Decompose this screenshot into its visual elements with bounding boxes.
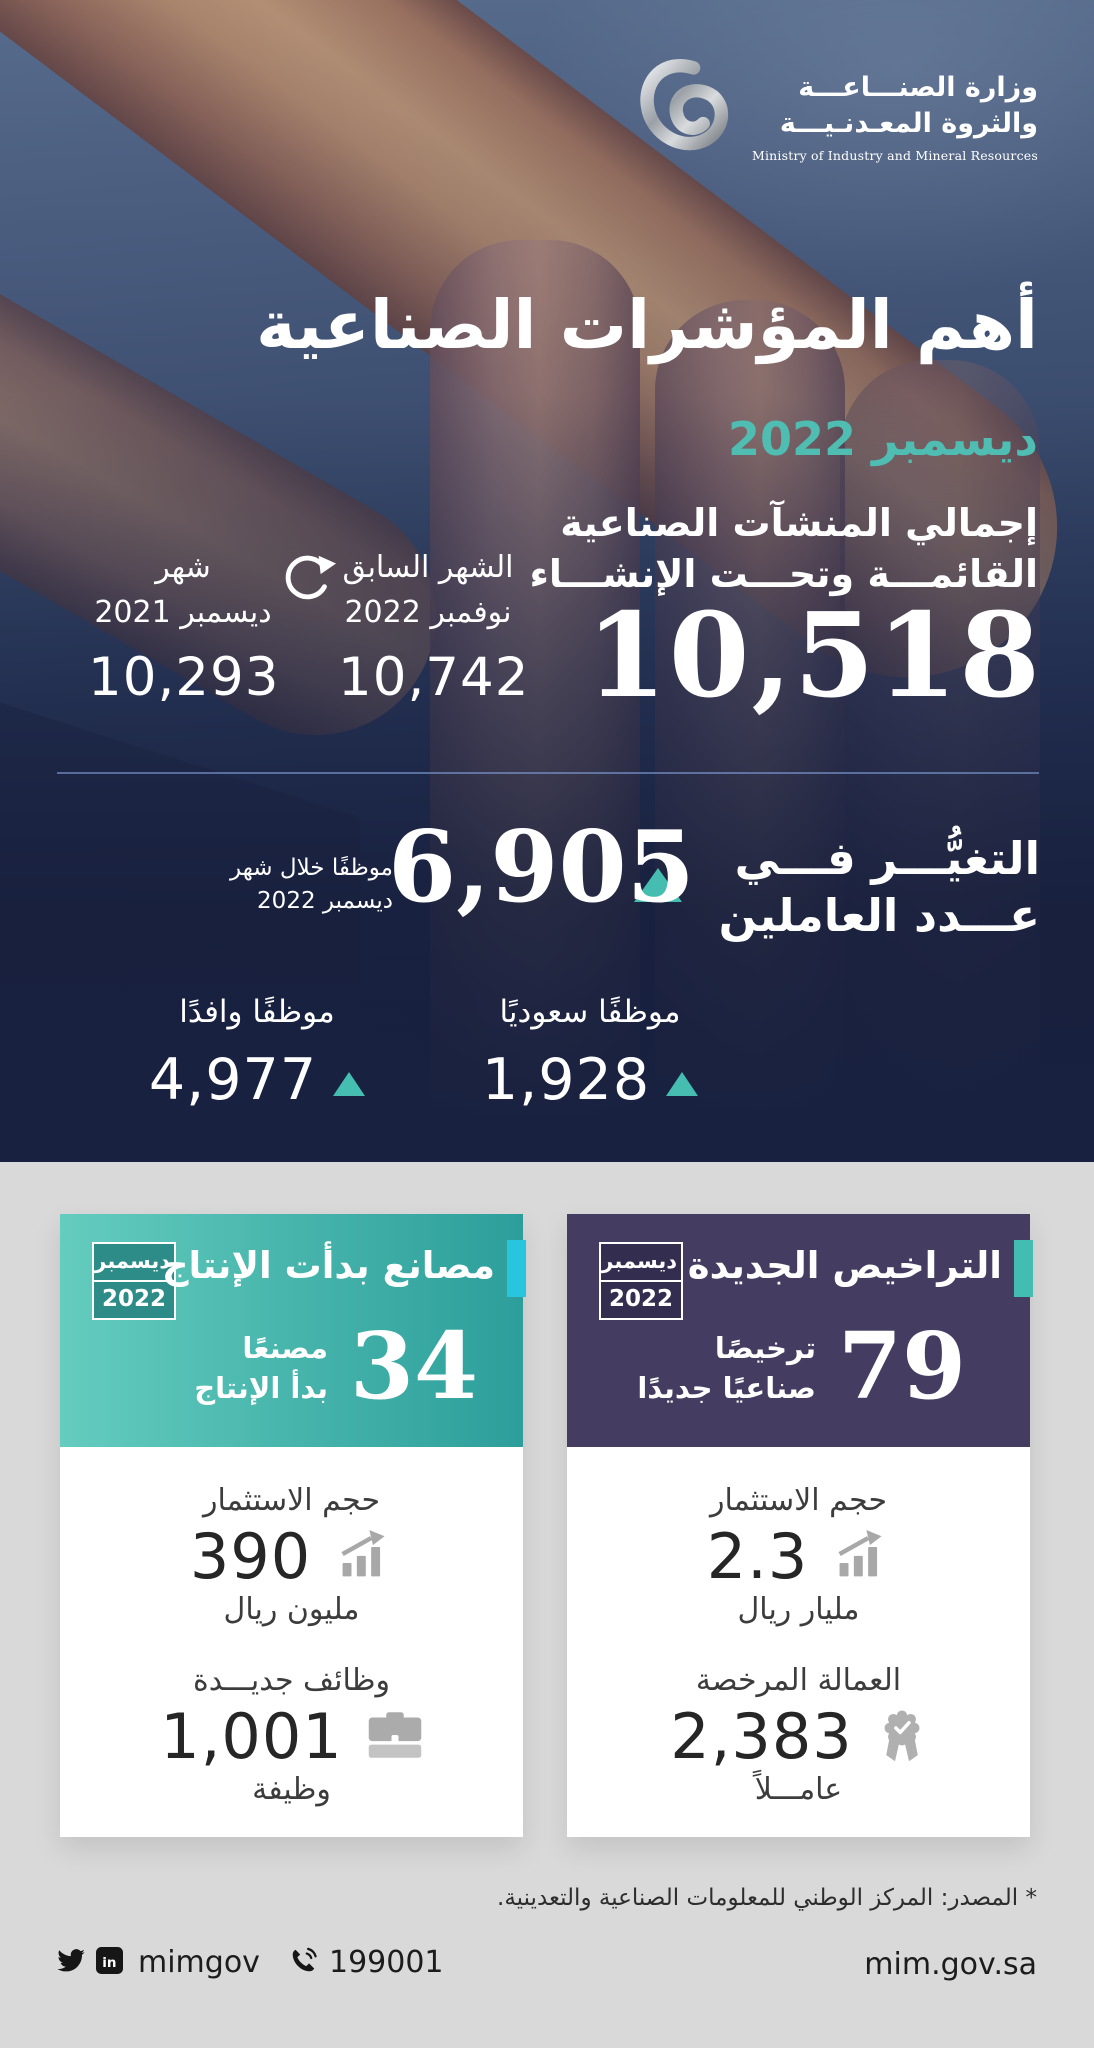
licenses-unit-line1: ترخيصًا (714, 1331, 816, 1365)
investment-unit: مليار ريال (737, 1592, 860, 1627)
navy-overlay (0, 0, 1094, 1162)
saudi-workers-label: موظفًا سعوديًا (499, 994, 681, 1030)
licensed-labor-stat: العمالة المرخصة 2,383 (567, 1663, 1030, 1807)
refresh-compare-icon (280, 548, 338, 606)
section-divider (57, 772, 1039, 774)
licenses-card-header: ديسمبر 2022 التراخيص الجديدة 79 ترخيصًا … (567, 1214, 1033, 1447)
badge-month: ديسمبر (599, 1242, 683, 1282)
factories-unit-line2: بدأ الإنتاج (194, 1371, 328, 1405)
footer-bar: in mimgov 199001 mim.gov.sa (57, 1945, 1037, 1991)
factories-count-value: 34 (349, 1312, 478, 1420)
award-icon (877, 1707, 927, 1767)
ribbon-logo-icon (636, 56, 732, 176)
new-jobs-label: وظائف جديـــدة (193, 1663, 390, 1698)
growth-chart-icon (335, 1530, 393, 1584)
total-facilities-value: 10,518 (586, 588, 1042, 724)
factories-card: ديسمبر 2022 مصانع بدأت الإنتاج 34 مصنعًا… (60, 1214, 526, 1837)
factories-unit-line1: مصنعًا (242, 1331, 328, 1365)
licenses-unit-line2: صناعيًا جديدًا (637, 1371, 816, 1405)
workers-change-label-line1: التغيُّـــر فـــي (734, 832, 1040, 885)
licenses-card-title: التراخيص الجديدة (687, 1244, 1002, 1287)
factories-card-title: مصانع بدأت الإنتاج (161, 1244, 495, 1287)
licenses-count-value: 79 (837, 1312, 966, 1420)
total-facilities-label-line2: القائمـــة وتحـــت الإنشـــاء (529, 552, 1038, 596)
previous-month-name: نوفمبر 2022 (344, 595, 512, 630)
new-jobs-value: 1,001 (160, 1700, 343, 1773)
increase-triangle-icon (666, 1072, 699, 1096)
new-jobs-unit: وظيفة (252, 1772, 331, 1807)
badge-year: 2022 (599, 1282, 683, 1320)
workers-change-value: 6,905 (388, 810, 695, 925)
workers-change-label: التغيُّـــر فـــي عـــدد العاملين (719, 830, 1040, 944)
cards-section: ديسمبر 2022 مصانع بدأت الإنتاج 34 مصنعًا… (0, 1162, 1094, 2048)
licenses-count-unit: ترخيصًا صناعيًا جديدًا (637, 1328, 816, 1408)
previous-month-label: الشهر السابق (342, 550, 514, 585)
investment-label: حجم الاستثمار (709, 1483, 888, 1518)
investment-stat: حجم الاستثمار 2.3 (567, 1483, 1030, 1627)
saudi-workers-block: موظفًا سعوديًا 1,928 (465, 994, 715, 1110)
website-link[interactable]: mim.gov.sa (864, 1947, 1037, 1982)
workers-change-note-line2: ديسمبر 2022 (257, 888, 393, 914)
investment-stat: حجم الاستثمار 390 (60, 1483, 523, 1627)
increase-triangle-icon (333, 1072, 366, 1096)
factories-count-unit: مصنعًا بدأ الإنتاج (194, 1328, 328, 1408)
phone-number[interactable]: 199001 (329, 1945, 444, 1980)
total-facilities-label: إجمالي المنشآت الصناعية القائمـــة وتحــ… (529, 498, 1038, 600)
licensed-labor-label: العمالة المرخصة (695, 1663, 902, 1698)
ministry-logo: وزارة الصنـــاعـــة والثروة المعـدنـيـــ… (636, 56, 1038, 176)
year-ago-label: شهر (155, 550, 211, 585)
increase-triangle-icon (634, 868, 682, 902)
twitter-icon[interactable] (57, 1948, 85, 1977)
hero-section: وزارة الصنـــاعـــة والثروة المعـدنـيـــ… (0, 0, 1094, 1162)
social-handle[interactable]: mimgov (138, 1945, 260, 1980)
saudi-workers-value: 1,928 (481, 1047, 651, 1113)
licensed-labor-unit: عامـــلاً (754, 1772, 843, 1807)
page-title: أهم المؤشرات الصناعية (256, 286, 1038, 364)
source-note: * المصدر: المركز الوطني للمعلومات الصناع… (497, 1885, 1037, 1911)
ministry-name-ar-line2: والثروة المعـدنـيـــة (779, 107, 1038, 139)
workers-change-label-line2: عـــدد العاملين (718, 889, 1040, 942)
cyan-accent-tab (507, 1240, 526, 1297)
workers-change-note-line1: موظفًا خلال شهر (230, 855, 393, 881)
month-badge: ديسمبر 2022 (92, 1242, 176, 1320)
investment-value: 2.3 (706, 1520, 809, 1593)
ministry-name-ar-line1: وزارة الصنـــاعـــة (798, 71, 1038, 103)
workers-change-note: موظفًا خلال شهر ديسمبر 2022 (225, 852, 393, 918)
investment-label: حجم الاستثمار (202, 1483, 381, 1518)
badge-month: ديسمبر (92, 1242, 176, 1282)
growth-chart-icon (832, 1530, 890, 1584)
factories-card-header: ديسمبر 2022 مصانع بدأت الإنتاج 34 مصنعًا… (60, 1214, 526, 1447)
ministry-name-en: Ministry of Industry and Mineral Resourc… (751, 147, 1038, 163)
ministry-name: وزارة الصنـــاعـــة والثروة المعـدنـيـــ… (752, 70, 1038, 163)
report-month: ديسمبر 2022 (728, 412, 1038, 466)
factories-card-body: حجم الاستثمار 390 (60, 1447, 523, 1837)
svg-text:in: in (102, 1955, 116, 1971)
expat-workers-block: موظفًا وافدًا 4,977 (132, 994, 382, 1110)
expat-workers-value: 4,977 (148, 1047, 318, 1113)
badge-year: 2022 (92, 1282, 176, 1320)
year-ago-name: ديسمبر 2021 (94, 595, 272, 630)
investment-unit: مليون ريال (223, 1592, 360, 1627)
month-badge: ديسمبر 2022 (599, 1242, 683, 1320)
year-ago-value: 10,293 (88, 647, 280, 708)
new-jobs-stat: وظائف جديـــدة 1,001 وظيفة (60, 1663, 523, 1807)
teal-accent-tab (1014, 1240, 1033, 1297)
investment-value: 390 (189, 1520, 312, 1593)
licensed-labor-value: 2,383 (670, 1700, 853, 1773)
year-ago-block: شهر ديسمبر 2021 10,293 (88, 545, 278, 708)
previous-month-value: 10,742 (338, 647, 530, 708)
licenses-card-body: حجم الاستثمار 2.3 (567, 1447, 1030, 1837)
total-facilities-label-line1: إجمالي المنشآت الصناعية (560, 501, 1038, 545)
phone-icon (289, 1947, 317, 1979)
briefcase-icon (367, 1712, 423, 1762)
linkedin-icon[interactable]: in (96, 1947, 123, 1978)
licenses-card: ديسمبر 2022 التراخيص الجديدة 79 ترخيصًا … (567, 1214, 1033, 1837)
expat-workers-label: موظفًا وافدًا (179, 994, 335, 1030)
previous-month-block: الشهر السابق نوفمبر 2022 10,742 (338, 545, 530, 708)
